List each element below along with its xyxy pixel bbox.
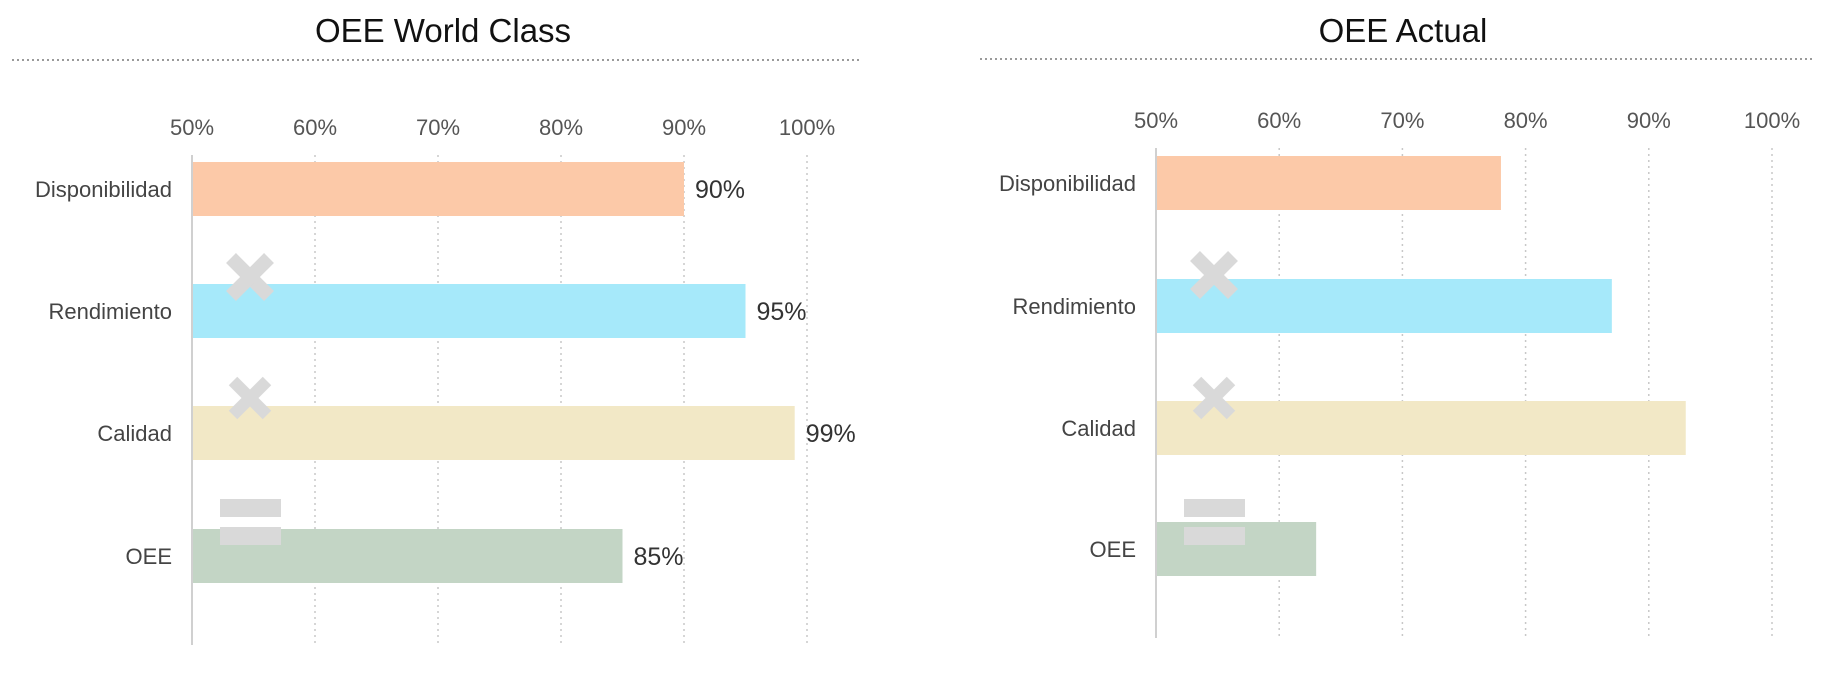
bar-disponibilidad xyxy=(1157,156,1501,210)
multiply-stroke xyxy=(1192,376,1236,420)
category-label: OEE xyxy=(1090,537,1136,562)
chart-world-class: OEE World Class 50% 60% 70% 80% 90% 100% Dispon… xyxy=(12,12,862,645)
equals-bar xyxy=(220,527,281,545)
x-tick-label: 50% xyxy=(170,115,214,140)
category-label: Rendimiento xyxy=(48,299,172,324)
x-tick-label: 70% xyxy=(1380,108,1424,133)
category-label: Rendimiento xyxy=(1012,294,1136,319)
multiply-stroke xyxy=(226,253,274,301)
equals-bar xyxy=(220,499,281,517)
equals-icon xyxy=(1184,499,1245,545)
equals-bar xyxy=(1184,527,1245,545)
multiply-icon xyxy=(1190,251,1238,299)
x-tick-label: 90% xyxy=(1627,108,1671,133)
bar-rendimiento xyxy=(193,284,746,338)
bar-calidad xyxy=(1157,401,1686,455)
category-label: Disponibilidad xyxy=(999,171,1136,196)
category-label: Calidad xyxy=(97,421,172,446)
data-label: 90% xyxy=(695,176,745,204)
x-tick-label: 100% xyxy=(779,115,835,140)
data-label: 99% xyxy=(806,420,856,448)
chart-title: OEE World Class xyxy=(315,12,571,49)
bar-disponibilidad xyxy=(193,162,684,216)
chart-title: OEE Actual xyxy=(1319,12,1488,49)
data-label: 85% xyxy=(634,543,684,571)
multiply-icon xyxy=(226,253,274,301)
bar-calidad xyxy=(193,406,795,460)
equals-icon xyxy=(220,499,281,545)
category-label: OEE xyxy=(126,544,172,569)
multiply-stroke xyxy=(228,376,272,420)
x-tick-label: 50% xyxy=(1134,108,1178,133)
x-tick-label: 60% xyxy=(1257,108,1301,133)
data-label: 95% xyxy=(757,298,807,326)
x-tick-label: 70% xyxy=(416,115,460,140)
x-tick-label: 100% xyxy=(1744,108,1800,133)
category-label: Calidad xyxy=(1061,416,1136,441)
multiply-icon xyxy=(1192,376,1236,420)
category-label: Disponibilidad xyxy=(35,177,172,202)
x-tick-label: 90% xyxy=(662,115,706,140)
multiply-icon xyxy=(228,376,272,420)
equals-bar xyxy=(1184,499,1245,517)
x-tick-label: 80% xyxy=(1504,108,1548,133)
x-tick-label: 60% xyxy=(293,115,337,140)
multiply-stroke xyxy=(1190,251,1238,299)
x-tick-label: 80% xyxy=(539,115,583,140)
chart-actual: OEE Actual 50% 60% 70% 80% 90% 100% Disponibili… xyxy=(980,12,1815,638)
